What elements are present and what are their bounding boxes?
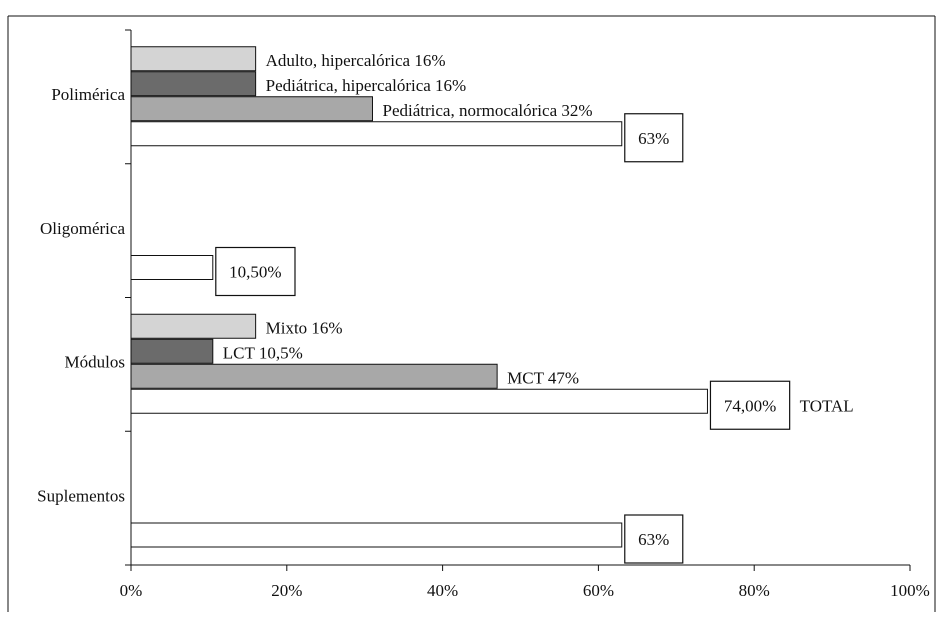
data-label-box — [624, 113, 684, 163]
bar — [130, 313, 257, 339]
x-tick-label: 80% — [739, 581, 770, 600]
bar — [130, 338, 214, 364]
bars — [130, 46, 708, 548]
bar — [130, 363, 498, 389]
category-label: Suplementos — [37, 486, 125, 505]
x-tick-label: 20% — [271, 581, 302, 600]
bar — [130, 522, 623, 548]
data-label: 63% — [638, 129, 669, 148]
data-label: 10,50% — [229, 263, 281, 282]
axes: 0% 20% 40% 60% 80% 100% — [120, 29, 930, 600]
data-label: MCT 47% — [507, 368, 579, 387]
bar — [130, 388, 708, 414]
x-tick-label: 100% — [890, 581, 930, 600]
data-label-box — [624, 514, 684, 564]
data-label-box — [215, 246, 296, 297]
chart-frame — [7, 15, 936, 612]
category-label: Oligomérica — [40, 219, 125, 238]
data-label: 74,00% — [724, 396, 776, 415]
bar — [130, 96, 373, 122]
data-label: 63% — [638, 530, 669, 549]
category-label: Módulos — [65, 353, 125, 372]
data-label: Pediátrica, normocalórica 32% — [382, 101, 592, 120]
bar — [130, 71, 257, 97]
data-label: Mixto 16% — [266, 318, 343, 337]
bar — [130, 121, 623, 147]
data-label: Pediátrica, hipercalórica 16% — [266, 76, 467, 95]
bar — [130, 46, 257, 72]
bar — [130, 255, 214, 280]
x-tick-label: 40% — [427, 581, 458, 600]
x-tick-label: 60% — [583, 581, 614, 600]
x-tick-label: 0% — [120, 581, 143, 600]
data-label-box — [709, 380, 791, 430]
bar-labels: Polimérica Adulto, hipercalórica 16% Pediá… — [37, 51, 854, 564]
category-label: Polimérica — [51, 85, 125, 104]
data-label: LCT 10,5% — [223, 343, 303, 362]
total-note: TOTAL — [800, 396, 854, 415]
data-label: Adulto, hipercalórica 16% — [266, 51, 446, 70]
